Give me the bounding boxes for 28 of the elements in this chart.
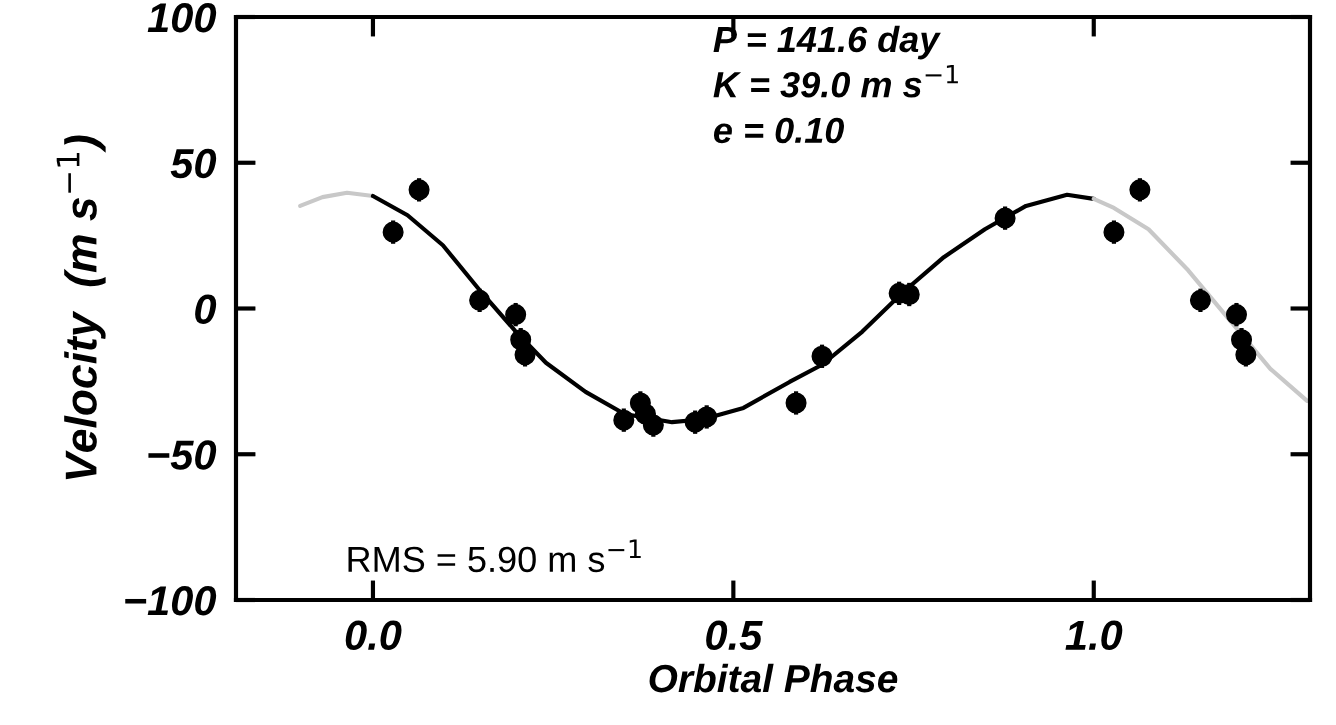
annotation: e = 0.10 — [713, 117, 845, 144]
point — [811, 345, 833, 367]
y-axis-title: Velocity (m s$^{−1}$) — [56, 135, 106, 480]
point — [469, 289, 491, 311]
x-tick-label: 0.5 — [706, 620, 763, 651]
y-tick-label: 50 — [170, 148, 217, 179]
point — [382, 221, 404, 243]
y-tick-label: −100 — [125, 586, 217, 616]
point — [1235, 344, 1257, 366]
y-tick-label: −50 — [148, 440, 217, 470]
point — [994, 207, 1016, 229]
annotation: K = 39.0 m s$^{−1}$ — [713, 64, 958, 98]
point — [1129, 179, 1151, 201]
point — [642, 414, 664, 436]
x-tick-label: 1.0 — [1065, 620, 1123, 651]
line-series — [1091, 196, 1310, 403]
y-tick-label: 0 — [195, 294, 217, 325]
point — [1103, 221, 1125, 243]
point — [514, 344, 536, 366]
point — [696, 406, 718, 428]
annotation: RMS = 5.90 m s$^{−1}$ — [348, 539, 641, 573]
x-tick-label: 0.0 — [345, 620, 402, 651]
point — [613, 409, 635, 431]
x-axis-title: Orbital Phase — [649, 663, 898, 693]
point — [408, 179, 430, 201]
point — [1189, 289, 1211, 311]
y-tick-label: 100 — [147, 3, 217, 33]
point — [785, 392, 807, 414]
